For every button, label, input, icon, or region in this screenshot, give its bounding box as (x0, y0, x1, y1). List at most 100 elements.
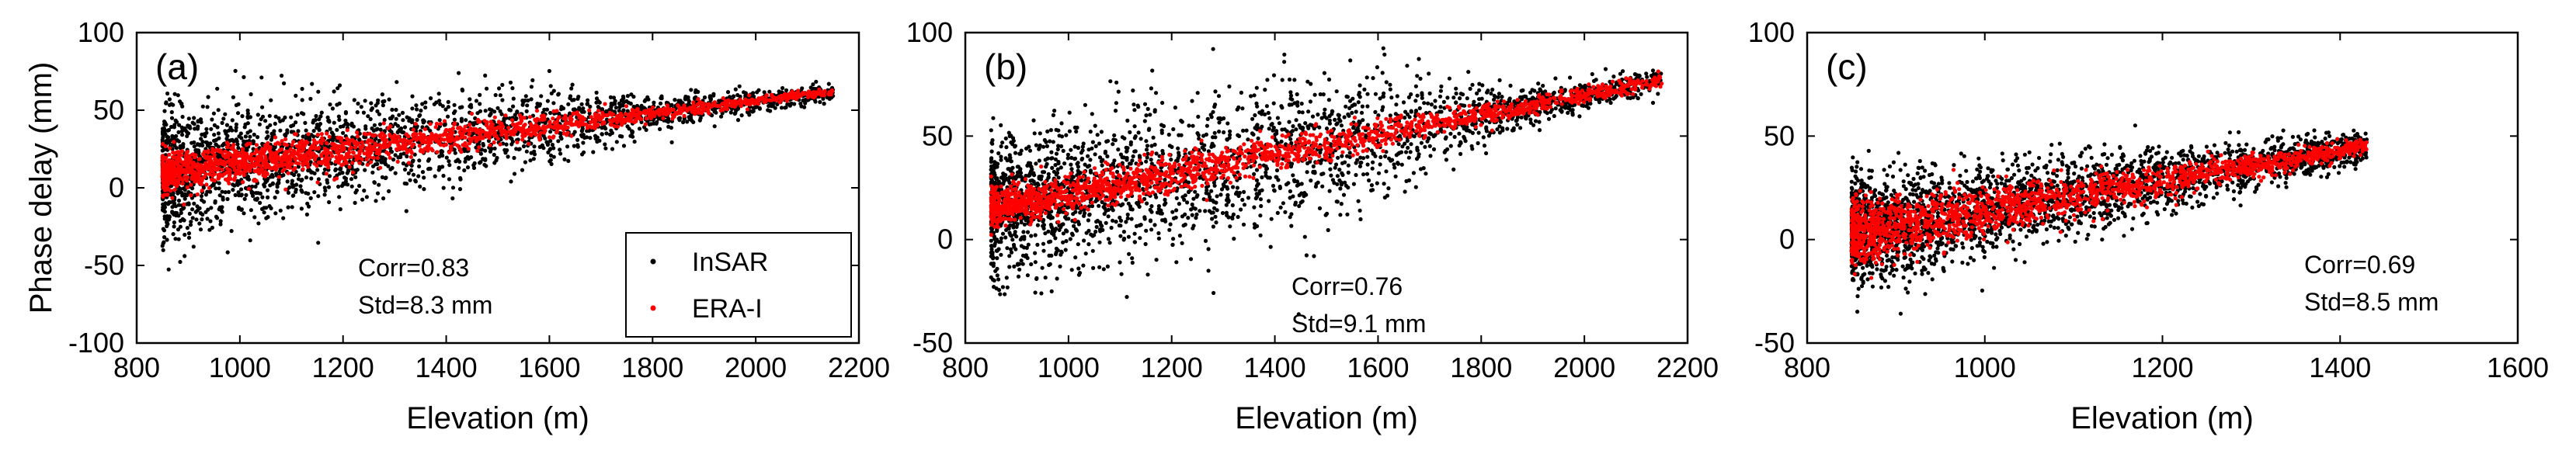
era-point (187, 154, 192, 158)
era-point (360, 157, 364, 161)
insar-point (169, 124, 174, 130)
insar-point (283, 133, 287, 137)
era-point (160, 156, 165, 161)
era-point (554, 130, 560, 134)
insar-point (303, 120, 308, 125)
insar-point (316, 177, 321, 182)
era-point (511, 123, 516, 127)
insar-point (420, 170, 426, 175)
insar-point (180, 114, 185, 120)
era-point (463, 129, 468, 133)
insar-point (407, 116, 412, 121)
insar-point (200, 104, 205, 109)
era-point (187, 161, 192, 165)
insar-point (566, 158, 571, 163)
insar-point (711, 92, 716, 96)
era-point (247, 186, 252, 191)
insar-point (289, 115, 294, 120)
insar-point (702, 95, 707, 100)
era-point (569, 133, 574, 138)
insar-point (242, 211, 246, 216)
insar-point (595, 139, 600, 144)
insar-point (731, 94, 736, 99)
era-point (490, 122, 495, 127)
insar-point (275, 185, 280, 189)
x-tick-label: 1600 (518, 352, 580, 383)
insar-point (220, 210, 224, 214)
era-point (467, 141, 472, 146)
insar-point (1287, 120, 1291, 124)
era-point (212, 172, 217, 176)
insar-point (235, 179, 240, 183)
era-point (175, 182, 180, 187)
insar-point (530, 78, 535, 82)
insar-point (172, 224, 176, 229)
insar-point (161, 227, 165, 231)
era-point (718, 108, 723, 113)
insar-point (541, 146, 546, 151)
era-point (484, 123, 489, 127)
era-point (615, 124, 621, 129)
era-point (733, 99, 738, 104)
insar-point (225, 250, 230, 255)
insar-point (225, 196, 230, 202)
insar-point (355, 110, 360, 115)
insar-point (165, 222, 170, 227)
era-point (200, 189, 204, 193)
insar-point (336, 114, 341, 119)
era-point (661, 112, 666, 116)
insar-point (621, 144, 627, 148)
era-point (482, 119, 487, 123)
insar-point (290, 193, 295, 198)
insar-point (529, 85, 534, 89)
insar-point (179, 125, 184, 130)
era-point (306, 132, 311, 137)
insar-point (406, 171, 411, 175)
era-point (529, 133, 534, 137)
insar-point (434, 100, 439, 105)
era-point (602, 120, 607, 126)
insar-point (685, 120, 690, 124)
era-point (497, 120, 502, 125)
insar-point (642, 99, 647, 103)
insar-point (272, 129, 276, 133)
era-point (167, 165, 172, 169)
insar-point (1266, 110, 1271, 116)
legend-label-insar: InSAR (692, 248, 768, 277)
era-point (599, 117, 603, 122)
insar-point (235, 111, 241, 116)
insar-point (183, 196, 187, 201)
insar-point (458, 175, 463, 181)
insar-point (1356, 199, 1361, 203)
insar-point (489, 108, 494, 113)
panel-a-x-axis-label: Elevation (m) (406, 401, 589, 435)
insar-point (460, 87, 464, 92)
insar-point (511, 104, 516, 109)
insar-point (244, 192, 249, 197)
insar-point (471, 165, 477, 170)
insar-point (327, 174, 332, 179)
insar-point (264, 136, 269, 140)
insar-point (327, 199, 332, 205)
insar-point (173, 118, 178, 123)
insar-point (356, 101, 360, 106)
insar-point (418, 184, 422, 189)
era-point (503, 113, 508, 118)
insar-point (1546, 116, 1552, 121)
era-point (435, 150, 440, 154)
era-point (335, 150, 340, 154)
era-point (492, 140, 496, 145)
insar-point (423, 100, 428, 105)
insar-point (316, 89, 321, 94)
insar-point (214, 137, 218, 142)
era-point (756, 99, 761, 104)
insar-point (291, 123, 296, 127)
insar-point (415, 117, 419, 122)
insar-point (262, 210, 266, 215)
insar-point (405, 154, 409, 159)
insar-point (391, 158, 396, 162)
era-point (335, 135, 340, 140)
insar-point (1171, 237, 1176, 241)
era-point (296, 148, 301, 153)
insar-point (340, 171, 345, 175)
